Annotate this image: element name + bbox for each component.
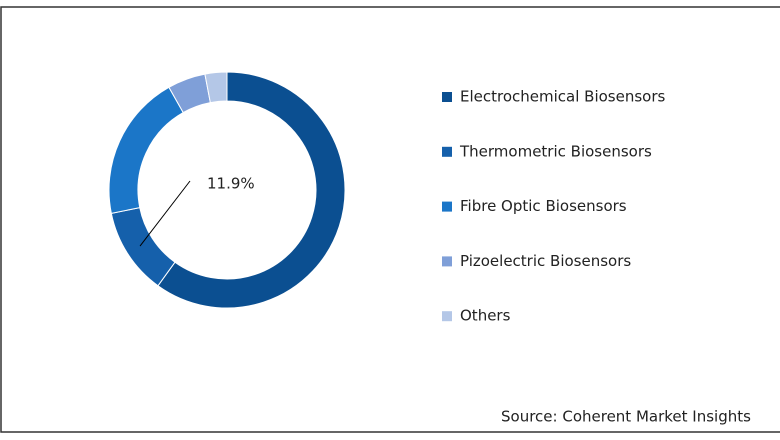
donut-slice: [110, 207, 176, 287]
data-label: 11.9%: [207, 175, 255, 193]
legend-label: Pizoelectric Biosensors: [460, 252, 631, 270]
legend-swatch: [442, 256, 452, 267]
leader-line: [139, 180, 191, 247]
donut-slice: [108, 86, 184, 214]
legend-swatch: [442, 146, 452, 157]
legend-label: Thermometric Biosensors: [459, 142, 652, 160]
donut-slice: [204, 71, 228, 104]
legend-label: Others: [460, 307, 511, 325]
legend-swatch: [442, 311, 452, 322]
legend-swatch: [442, 92, 452, 102]
donut-slice: [157, 71, 346, 309]
legend-swatch: [442, 201, 452, 212]
frame: [0, 6, 780, 433]
source: Source: Coherent Market Insights: [501, 408, 751, 426]
legend-label: Electrochemical Biosensors: [460, 88, 665, 106]
legend-label: Fibre Optic Biosensors: [460, 197, 627, 215]
